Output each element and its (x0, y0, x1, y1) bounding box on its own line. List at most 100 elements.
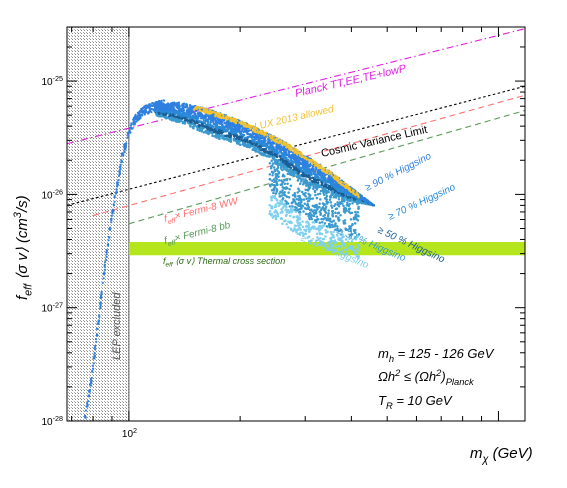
scan-point (280, 202, 283, 206)
scan-point (88, 389, 91, 392)
scan-point (346, 240, 350, 243)
scan-point (284, 199, 287, 203)
scan-point (324, 216, 327, 220)
scan-point (94, 337, 97, 341)
scan-point (293, 156, 296, 159)
scan-point (200, 122, 204, 125)
scan-point (311, 176, 314, 179)
scan-point (302, 159, 306, 163)
scan-point (274, 162, 277, 165)
scan-point (168, 105, 172, 109)
scan-point (275, 183, 278, 187)
scan-point (268, 161, 272, 165)
scan-point (329, 187, 332, 190)
scan-point (322, 215, 325, 218)
scan-point (167, 103, 170, 106)
scan-point (340, 243, 344, 246)
scan-point (274, 209, 277, 212)
scan-point (126, 136, 129, 139)
scan-point (309, 215, 313, 219)
scan-point (272, 146, 275, 149)
scan-point (215, 134, 218, 138)
scan-point (208, 123, 212, 126)
scan-point (195, 120, 198, 123)
scan-point (296, 191, 299, 194)
scan-point (316, 176, 320, 180)
scan-point (254, 150, 258, 153)
scan-point (282, 186, 286, 190)
scan-point (302, 210, 305, 213)
scan-point (238, 121, 241, 124)
scan-point (273, 185, 277, 189)
scan-point (164, 112, 168, 115)
scan-point (270, 159, 273, 162)
scan-point (307, 192, 310, 196)
scan-point (326, 230, 329, 234)
scan-point (144, 110, 147, 113)
scan-point (305, 184, 308, 188)
scan-point (275, 175, 278, 178)
scan-point (239, 132, 243, 135)
scan-point (323, 184, 326, 187)
scan-point (295, 148, 298, 151)
scan-point (334, 196, 338, 199)
scan-point (295, 175, 299, 179)
scan-point (291, 205, 294, 208)
scan-point (316, 163, 319, 166)
scan-point (211, 125, 214, 128)
scan-point (307, 199, 311, 202)
scan-point (318, 221, 322, 224)
scan-point (301, 183, 305, 186)
scan-point (118, 174, 121, 178)
scan-point (266, 150, 269, 154)
scan-point (354, 231, 357, 234)
scan-point (274, 203, 277, 207)
scan-point (225, 134, 229, 137)
scan-point (228, 126, 231, 130)
scan-point (311, 197, 314, 200)
scan-point (90, 377, 93, 380)
scan-point (359, 200, 362, 203)
scan-point (343, 211, 347, 214)
scan-point (254, 146, 257, 150)
scan-point (305, 197, 308, 200)
scan-point (323, 222, 327, 225)
scan-point (287, 191, 290, 194)
scan-point (301, 234, 305, 238)
scan-point (140, 109, 144, 112)
scan-point (311, 225, 315, 228)
scan-point (316, 218, 320, 221)
scan-point (268, 212, 271, 215)
scan-point (206, 121, 210, 124)
scan-point (357, 246, 361, 249)
scan-point (171, 116, 175, 120)
scan-point (330, 174, 333, 177)
scan-point (301, 178, 305, 181)
scan-point (241, 133, 245, 136)
scan-point (329, 178, 333, 182)
scan-point (172, 101, 176, 105)
scan-point (274, 214, 277, 217)
scan-point (266, 142, 269, 145)
scan-point (285, 186, 288, 189)
scan-point (244, 136, 248, 140)
scan-point (268, 203, 271, 207)
scan-point (303, 207, 307, 210)
scan-point (247, 132, 250, 136)
scan-point (327, 222, 331, 226)
scan-point (162, 99, 165, 102)
label-cosmic-variance: Cosmic Variance Limit (320, 124, 429, 160)
scan-point (354, 210, 357, 214)
scan-point (119, 163, 122, 166)
scan-point (115, 181, 119, 184)
scan-point (279, 141, 283, 144)
scan-point (320, 221, 324, 224)
scan-point (103, 272, 106, 275)
scan-point (295, 197, 298, 201)
scan-point (316, 227, 320, 230)
scan-point (285, 206, 288, 209)
scan-point (297, 224, 300, 227)
scan-point (281, 189, 284, 192)
scan-point (236, 124, 239, 128)
scan-point (274, 192, 278, 195)
